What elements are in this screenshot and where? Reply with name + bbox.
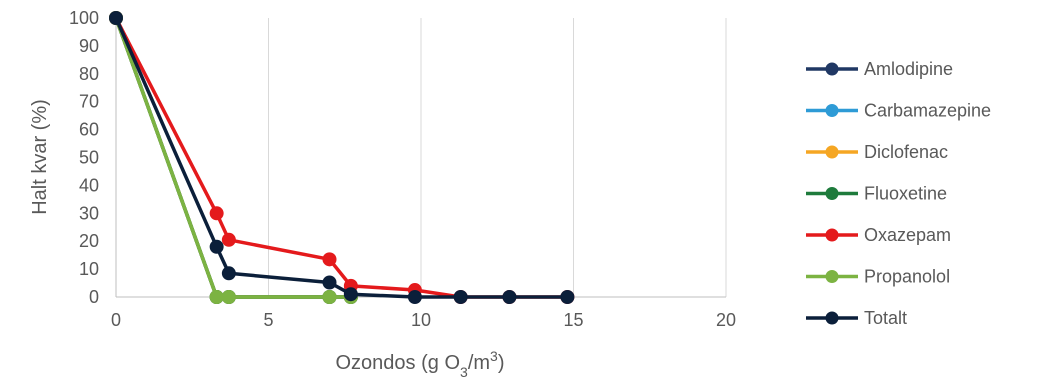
x-tick-labels: 0 5 10 15 20 (111, 310, 736, 330)
y-tick-label: 80 (79, 64, 99, 84)
legend-label: Amlodipine (864, 59, 953, 79)
y-tick-label: 40 (79, 175, 99, 195)
legend-marker (825, 228, 839, 242)
legend-item: Amlodipine (806, 59, 953, 79)
series-diclofenac (109, 11, 358, 304)
y-tick-label: 0 (89, 287, 99, 307)
data-point (109, 11, 123, 25)
series-group (109, 11, 575, 304)
y-axis-title: Halt kvar (%) (29, 99, 51, 215)
series-amlodipine (109, 11, 358, 304)
data-point (322, 252, 337, 267)
legend-label: Oxazepam (864, 225, 951, 245)
legend-marker (825, 270, 839, 283)
legend-marker (825, 311, 839, 325)
x-tick-label: 0 (111, 310, 121, 330)
data-point (221, 266, 236, 281)
series-propanolol (109, 11, 358, 304)
data-point (560, 290, 575, 304)
data-point (322, 275, 337, 290)
legend-item: Oxazepam (806, 225, 951, 245)
data-point (502, 290, 517, 304)
y-tick-label: 20 (79, 231, 99, 251)
series-line (114, 17, 568, 299)
data-point (453, 290, 468, 304)
legend-marker (825, 145, 839, 159)
data-point (209, 206, 224, 221)
x-tick-label: 5 (263, 310, 273, 330)
data-point (407, 290, 422, 304)
legend-item: Totalt (806, 308, 907, 328)
data-point (221, 290, 236, 304)
legend-item: Fluoxetine (806, 184, 947, 204)
y-tick-label: 100 (69, 8, 99, 28)
y-tick-label: 30 (79, 203, 99, 223)
data-point (221, 232, 236, 247)
x-tick-label: 10 (411, 310, 431, 330)
y-tick-label: 90 (79, 36, 99, 56)
legend-label: Fluoxetine (864, 184, 947, 204)
legend-item: Carbamazepine (806, 101, 991, 121)
series-carbamazepine (109, 11, 358, 304)
legend-marker (825, 62, 839, 76)
x-axis-title: Ozondos (g O3/m3) (336, 348, 505, 378)
legend-label: Totalt (864, 308, 907, 328)
x-tick-label: 20 (716, 310, 736, 330)
data-point (209, 239, 224, 254)
legend-marker (825, 187, 839, 200)
y-tick-labels: 0 10 20 30 40 50 60 70 80 90 100 (69, 8, 99, 307)
series-fluoxetine (109, 11, 358, 304)
data-point (322, 290, 337, 304)
series-totalt (109, 11, 575, 304)
series-line (114, 17, 568, 299)
data-point (343, 287, 358, 302)
legend-item: Diclofenac (806, 142, 948, 162)
legend-label: Diclofenac (864, 142, 948, 162)
legend-label: Propanolol (864, 267, 950, 287)
y-tick-label: 60 (79, 120, 99, 140)
legend-marker (825, 104, 839, 117)
y-tick-label: 70 (79, 92, 99, 112)
x-tick-label: 15 (563, 310, 583, 330)
legend-item: Propanolol (806, 267, 950, 287)
data-point (209, 290, 224, 304)
grid-lines (268, 18, 727, 297)
y-tick-label: 10 (79, 259, 99, 279)
legend-label: Carbamazepine (864, 101, 991, 121)
legend: Amlodipine Carbamazepine Diclofenac Fluoxet… (806, 59, 991, 328)
y-tick-label: 50 (79, 148, 99, 168)
